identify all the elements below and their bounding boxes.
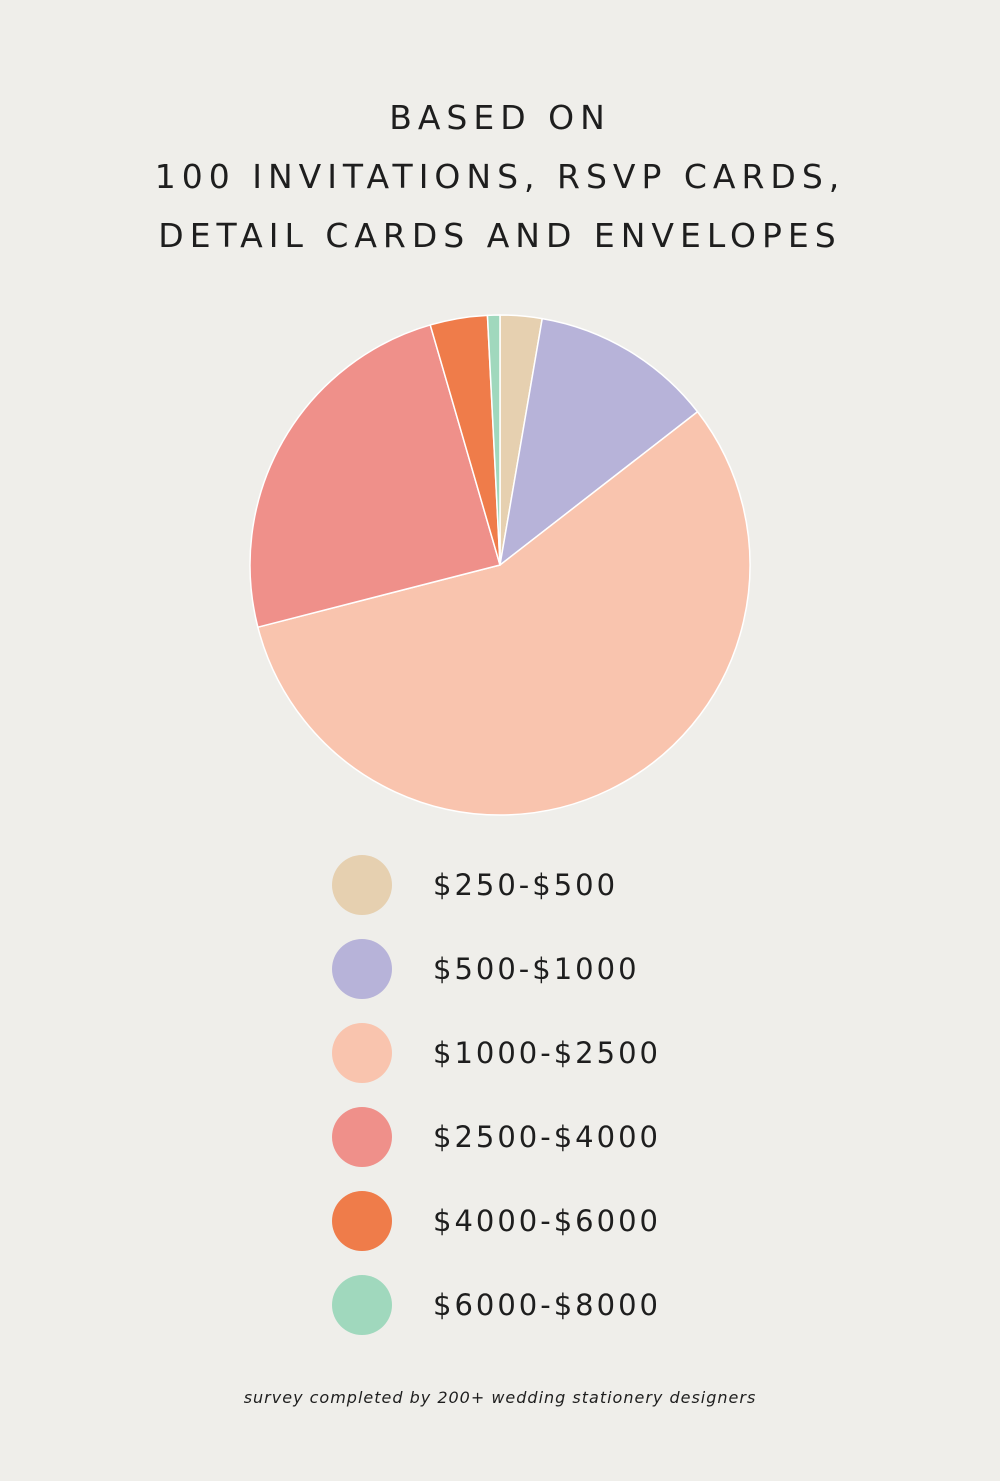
legend-swatch xyxy=(332,939,392,999)
pie-slice-3 xyxy=(257,411,751,816)
legend-label: $500-$1000 xyxy=(433,952,640,986)
legend-label: $1000-$2500 xyxy=(433,1036,661,1070)
chart-title-line-1: BASED ON xyxy=(389,98,611,137)
legend-swatch xyxy=(332,1275,392,1335)
footnote: survey completed by 200+ wedding station… xyxy=(243,1388,757,1407)
chart-title: BASED ON 100 INVITATIONS, RSVP CARDS, DE… xyxy=(0,88,1000,265)
legend-label: $2500-$4000 xyxy=(433,1120,661,1154)
legend-label: $4000-$6000 xyxy=(433,1204,661,1238)
legend-label: $250-$500 xyxy=(433,868,619,902)
legend-swatch xyxy=(332,855,392,915)
chart-title-line-3: DETAIL CARDS AND ENVELOPES xyxy=(158,216,842,255)
legend-swatch xyxy=(332,1023,392,1083)
chart-title-line-2: 100 INVITATIONS, RSVP CARDS, xyxy=(154,157,846,196)
pie-chart xyxy=(249,314,751,816)
legend-swatch xyxy=(332,1191,392,1251)
pie-slice-4 xyxy=(249,324,501,628)
pie-slice-2 xyxy=(499,317,699,566)
legend-label: $6000-$8000 xyxy=(433,1288,661,1322)
legend-swatch xyxy=(332,1107,392,1167)
pie-slice-6 xyxy=(486,314,501,566)
